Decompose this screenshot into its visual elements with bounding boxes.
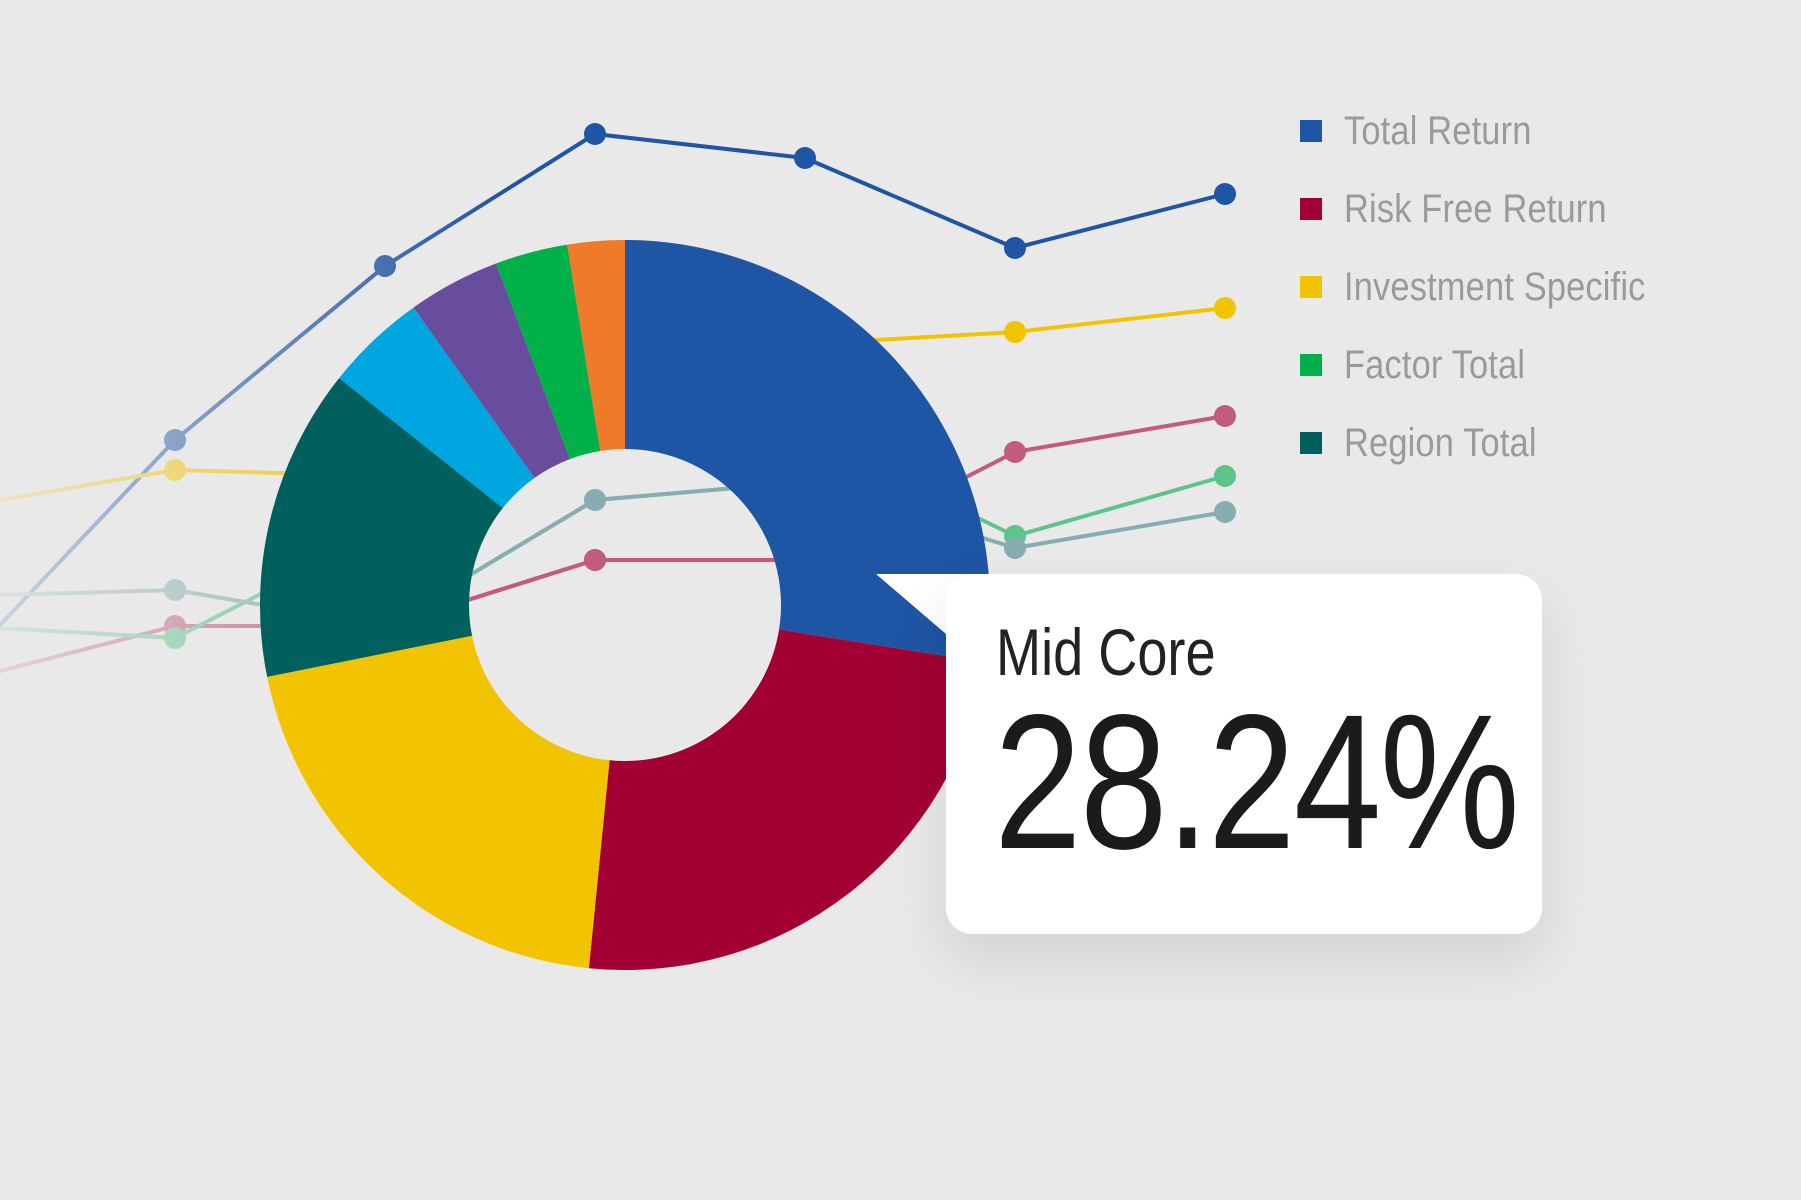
- donut-slice-6[interactable]: [413, 263, 570, 478]
- tooltip: Mid Core 28.24%: [946, 574, 1542, 934]
- donut-slice-3[interactable]: [267, 635, 610, 969]
- legend-label: Factor Total: [1344, 342, 1526, 387]
- donut-slice-4[interactable]: [260, 378, 503, 677]
- legend-label: Investment Specific: [1344, 264, 1646, 309]
- donut-slice-8[interactable]: [567, 240, 625, 451]
- legend-swatch-risk-free-return: [1300, 198, 1322, 220]
- series-inner-risk-free-return: [469, 449, 781, 682]
- legend-swatch-total-return: [1300, 120, 1322, 142]
- legend: Total Return Risk Free Return Investment…: [1300, 92, 1695, 482]
- tooltip-label: Mid Core: [996, 615, 1216, 689]
- legend-item-region-total[interactable]: Region Total: [1300, 404, 1695, 482]
- donut-slice-7[interactable]: [496, 244, 601, 460]
- donut-slice-mid-core[interactable]: [625, 240, 990, 663]
- donut-slice-2[interactable]: [588, 629, 986, 971]
- data-point-inner-risk-free-return: [584, 549, 606, 571]
- line-chart-inner: [469, 449, 781, 682]
- legend-swatch-factor-total: [1300, 354, 1322, 376]
- data-point-inner-region-total: [584, 489, 606, 511]
- legend-swatch-investment-specific: [1300, 276, 1322, 298]
- legend-item-factor-total[interactable]: Factor Total: [1300, 326, 1695, 404]
- legend-label: Total Return: [1344, 108, 1532, 153]
- legend-item-risk-free-return[interactable]: Risk Free Return: [1300, 170, 1695, 248]
- legend-item-investment-specific[interactable]: Investment Specific: [1300, 248, 1695, 326]
- legend-label: Risk Free Return: [1344, 186, 1607, 231]
- legend-item-total-return[interactable]: Total Return: [1300, 92, 1695, 170]
- tooltip-value: 28.24%: [994, 674, 1520, 889]
- series-inner-region-total: [469, 480, 781, 628]
- donut-chart: [260, 240, 990, 971]
- legend-swatch-region-total: [1300, 432, 1322, 454]
- legend-label: Region Total: [1344, 420, 1537, 465]
- donut-slice-5[interactable]: [339, 307, 535, 509]
